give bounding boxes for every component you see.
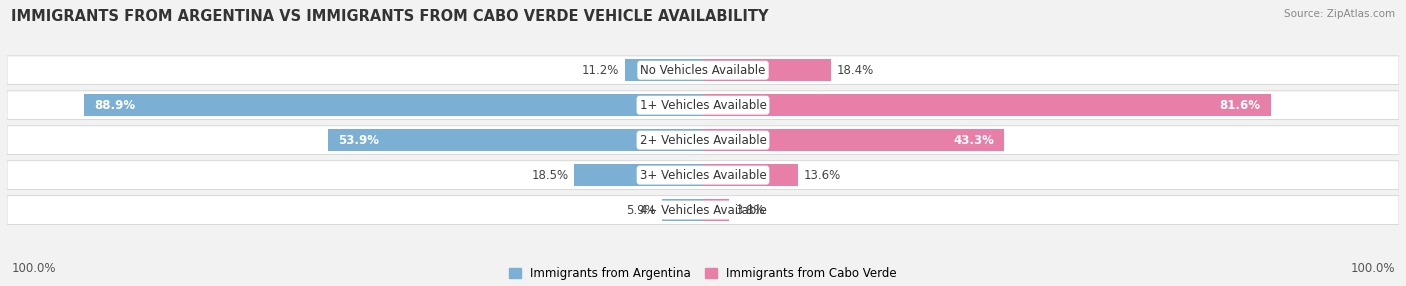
- Bar: [574, 164, 703, 186]
- Text: Source: ZipAtlas.com: Source: ZipAtlas.com: [1284, 9, 1395, 19]
- Text: 3+ Vehicles Available: 3+ Vehicles Available: [640, 168, 766, 182]
- Bar: [703, 199, 730, 221]
- Text: 5.9%: 5.9%: [627, 204, 657, 217]
- Text: 81.6%: 81.6%: [1219, 99, 1260, 112]
- Text: 88.9%: 88.9%: [94, 99, 136, 112]
- Text: 2+ Vehicles Available: 2+ Vehicles Available: [640, 134, 766, 147]
- Text: 13.6%: 13.6%: [803, 168, 841, 182]
- Text: 3.8%: 3.8%: [735, 204, 765, 217]
- Text: 100.0%: 100.0%: [11, 262, 56, 275]
- Text: 100.0%: 100.0%: [1350, 262, 1395, 275]
- Bar: [626, 59, 703, 81]
- Text: 4+ Vehicles Available: 4+ Vehicles Available: [640, 204, 766, 217]
- FancyBboxPatch shape: [7, 91, 1399, 120]
- Bar: [84, 94, 703, 116]
- Bar: [703, 164, 797, 186]
- FancyBboxPatch shape: [7, 56, 1399, 85]
- Text: IMMIGRANTS FROM ARGENTINA VS IMMIGRANTS FROM CABO VERDE VEHICLE AVAILABILITY: IMMIGRANTS FROM ARGENTINA VS IMMIGRANTS …: [11, 9, 769, 23]
- FancyBboxPatch shape: [7, 196, 1399, 225]
- FancyBboxPatch shape: [7, 126, 1399, 154]
- Text: 18.4%: 18.4%: [837, 64, 875, 77]
- Text: 53.9%: 53.9%: [339, 134, 380, 147]
- Legend: Immigrants from Argentina, Immigrants from Cabo Verde: Immigrants from Argentina, Immigrants fr…: [509, 267, 897, 280]
- Bar: [662, 199, 703, 221]
- Text: 18.5%: 18.5%: [531, 168, 568, 182]
- Bar: [703, 59, 831, 81]
- Text: No Vehicles Available: No Vehicles Available: [640, 64, 766, 77]
- Text: 1+ Vehicles Available: 1+ Vehicles Available: [640, 99, 766, 112]
- Text: 43.3%: 43.3%: [953, 134, 994, 147]
- FancyBboxPatch shape: [7, 161, 1399, 189]
- Bar: [703, 94, 1271, 116]
- Text: 11.2%: 11.2%: [582, 64, 620, 77]
- Bar: [703, 129, 1004, 151]
- Bar: [328, 129, 703, 151]
